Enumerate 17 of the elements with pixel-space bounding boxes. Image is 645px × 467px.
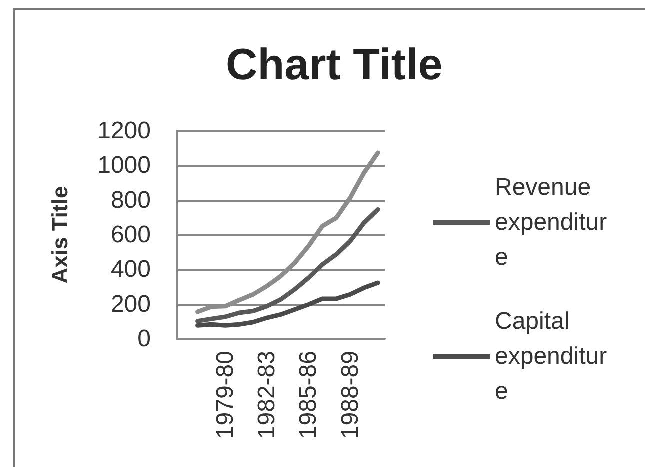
legend-label: Capital expenditure — [495, 308, 608, 405]
line-series — [196, 207, 380, 324]
y-axis-title: Axis Title — [48, 186, 72, 284]
y-tick-label: 1000 — [98, 152, 151, 180]
chart-title: Chart Title — [226, 40, 443, 90]
y-tick-label: 0 — [138, 326, 151, 352]
x-tick-label: 1979-80 — [212, 351, 240, 440]
x-tick-label: 1985-86 — [295, 351, 322, 440]
y-tick-label: 600 — [110, 222, 151, 248]
y-tick-label: 1200 — [98, 118, 151, 144]
legend-label: Revenue expenditure — [495, 174, 608, 271]
y-tick-label: 200 — [110, 290, 151, 318]
y-tick-label: 800 — [110, 186, 151, 214]
x-tick-label: 1982-83 — [254, 351, 281, 440]
x-tick-label: 1988-89 — [336, 351, 364, 440]
y-tick-label: 400 — [110, 256, 151, 284]
line-series — [196, 280, 380, 328]
